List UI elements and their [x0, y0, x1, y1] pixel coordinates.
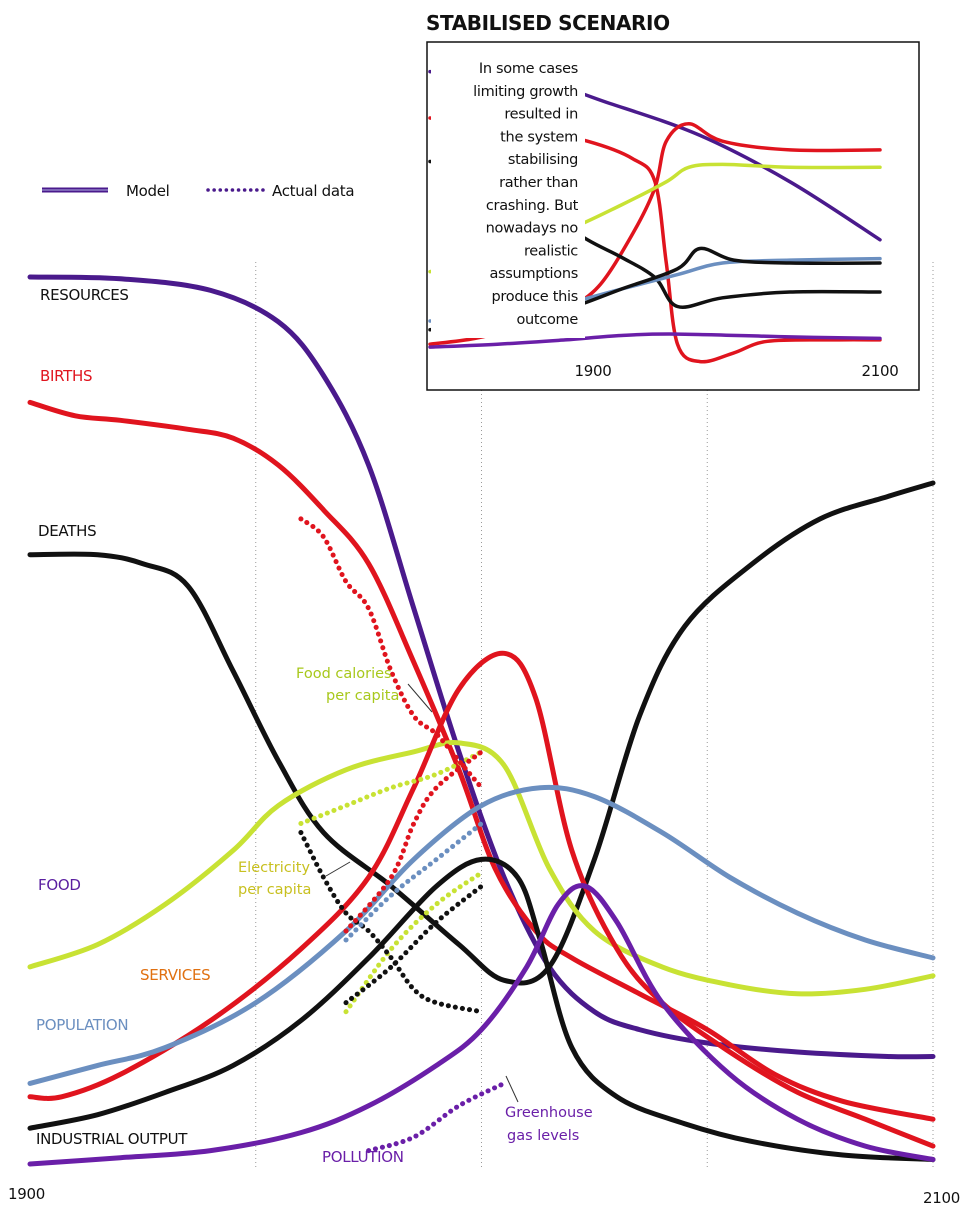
main-plot-area — [27, 274, 936, 1167]
series-actual-industrial-output-actual — [343, 883, 484, 1006]
legend-actual-label: Actual data — [272, 182, 354, 200]
label-resources: RESOURCES — [40, 286, 129, 304]
label-births: BIRTHS — [40, 367, 92, 385]
series-line-deaths — [27, 480, 936, 986]
series-line-population — [27, 784, 936, 1086]
inset-note-line: outcome — [516, 312, 578, 328]
x-tick-1900: 1900 — [8, 1185, 45, 1203]
inset-note-background — [431, 48, 585, 338]
inset-note-line: assumptions — [489, 266, 578, 282]
inset-stabilised-scenario: STABILISED SCENARIO In some cases limitin… — [426, 11, 920, 391]
series-actual-deaths-actual — [298, 830, 484, 1015]
series-actual-electricity-per-capita — [343, 870, 484, 1015]
annotation-greenhouse-pointer — [505, 1075, 519, 1103]
series-actual-births-actual — [298, 516, 484, 791]
annotation-food-calories-1: Food calories — [296, 666, 392, 682]
annotation-greenhouse-2: gas levels — [507, 1128, 579, 1144]
label-deaths: DEATHS — [38, 522, 96, 540]
inset-note-line: realistic — [524, 243, 578, 259]
inset-note-line: resulted in — [504, 107, 578, 123]
inset-note-line: In some cases — [479, 61, 578, 77]
label-industrial-output: INDUSTRIAL OUTPUT — [36, 1130, 188, 1148]
label-pollution: POLLUTION — [322, 1148, 404, 1166]
legend: Model Actual data — [42, 182, 355, 200]
annotation-food-calories-2: per capita — [326, 688, 399, 704]
inset-note-line: rather than — [499, 175, 578, 191]
inset-series-line-7 — [428, 332, 882, 349]
series-actual-food-calories-per-capita — [298, 749, 484, 826]
series-actual-greenhouse-gas-levels — [366, 1080, 507, 1154]
series-line-food — [27, 739, 936, 997]
inset-note-line: limiting growth — [473, 84, 578, 100]
series-actual-services-actual — [343, 749, 484, 934]
series-line-pollution — [27, 883, 936, 1167]
annotation-electricity-1: Electricity — [238, 860, 310, 876]
series-line-services — [27, 650, 936, 1149]
annotation-greenhouse-1: Greenhouse — [505, 1105, 593, 1121]
legend-model-label: Model — [126, 182, 170, 200]
inset-x-tick-2100: 2100 — [862, 362, 899, 380]
main-gridlines — [255, 262, 934, 1170]
label-food: FOOD — [38, 876, 81, 894]
annotation-food-calories-pointer — [407, 683, 433, 713]
label-services: SERVICES — [140, 966, 210, 984]
inset-note-line: crashing. But — [486, 198, 579, 214]
annotation-electricity-2: per capita — [238, 882, 311, 898]
series-actual-population-actual — [343, 821, 484, 943]
series-line-industrial-output — [27, 856, 936, 1162]
inset-note: In some cases limiting growth resulted in t… — [431, 48, 585, 338]
label-population: POPULATION — [36, 1016, 128, 1034]
inset-note-line: stabilising — [508, 152, 578, 168]
inset-x-tick-1900: 1900 — [575, 362, 612, 380]
annotation-electricity-pointer — [325, 861, 351, 877]
inset-note-line: produce this — [492, 289, 578, 305]
inset-note-line: the system — [500, 129, 578, 145]
inset-title: STABILISED SCENARIO — [426, 11, 670, 35]
x-tick-2100: 2100 — [923, 1189, 960, 1205]
inset-note-line: nowadays no — [486, 221, 579, 237]
